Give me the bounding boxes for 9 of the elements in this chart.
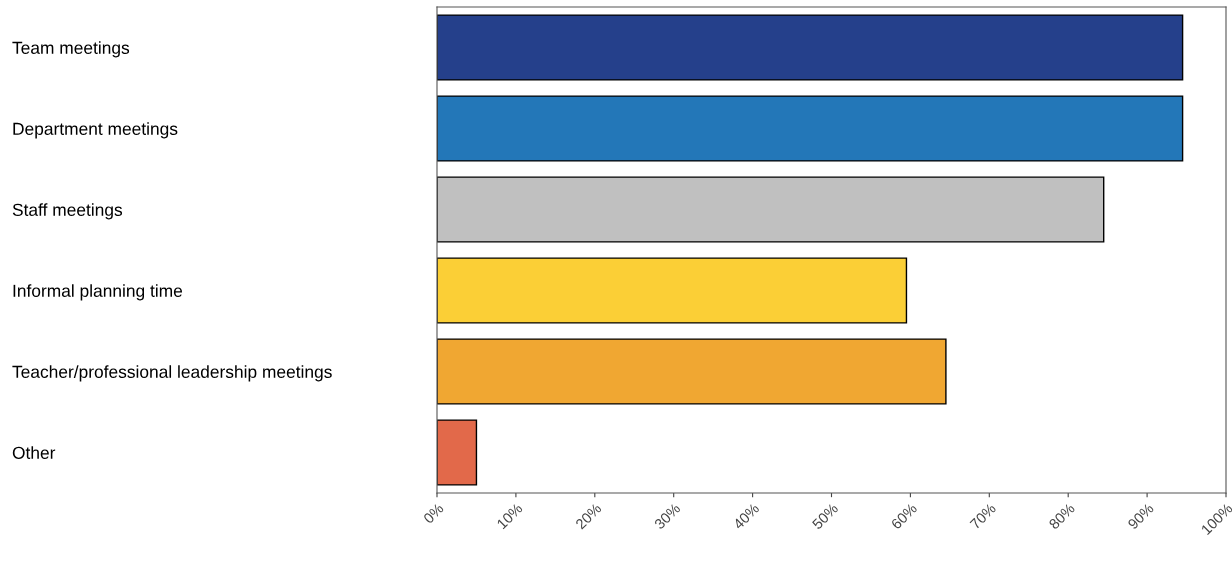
y-tick-label: Teacher/professional leadership meetings <box>12 365 332 382</box>
y-tick-label: Department meetings <box>13 122 178 139</box>
y-tick-label: Staff meetings <box>12 203 123 220</box>
x-tick-label: 0% <box>422 502 445 525</box>
x-tick-label: 40% <box>732 502 760 530</box>
x-tick-label: 70% <box>969 502 997 530</box>
y-tick-label: Other <box>12 446 56 459</box>
y-tick-label: Informal planning time <box>13 284 183 301</box>
y-tick-label: Team meetings <box>12 41 130 58</box>
